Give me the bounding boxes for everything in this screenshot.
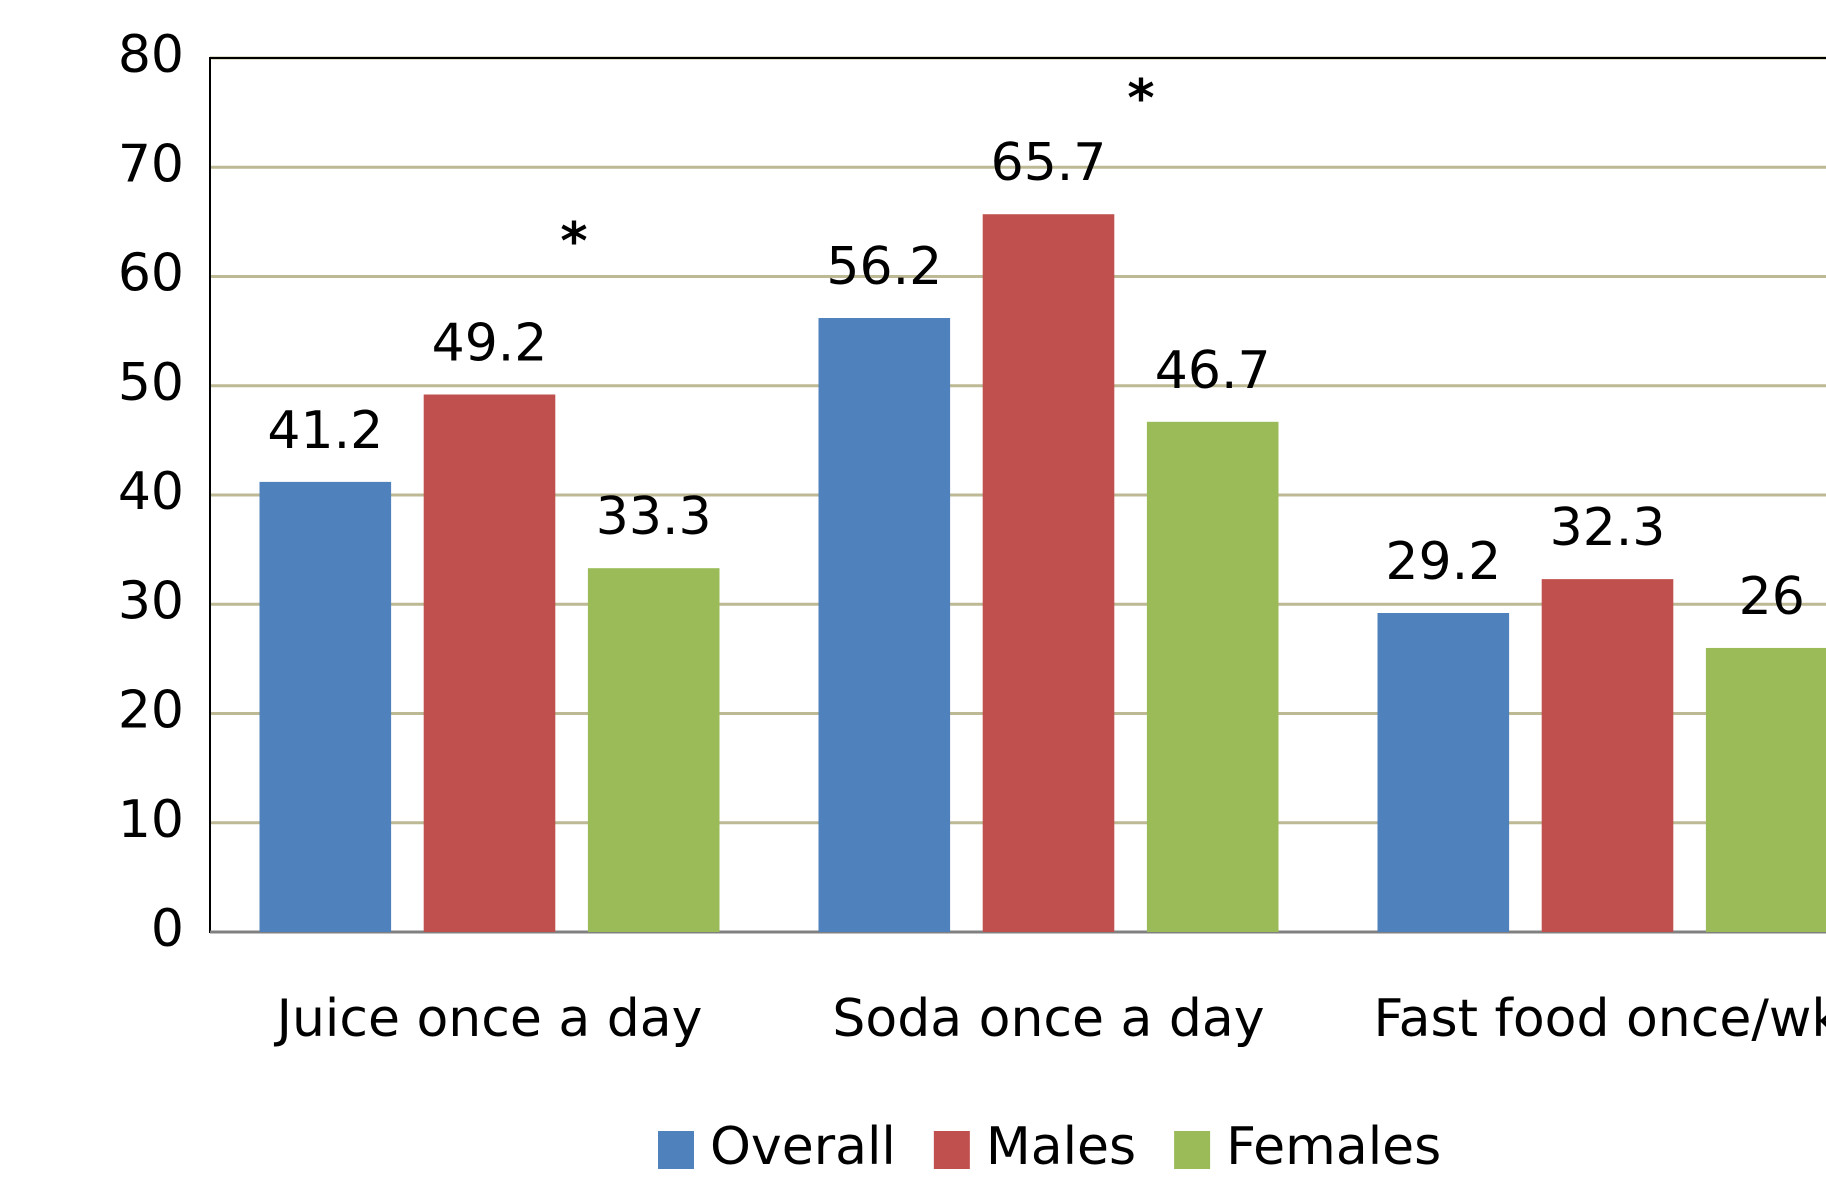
- legend-label: Females: [1226, 1117, 1441, 1177]
- legend-swatch: [933, 1131, 970, 1169]
- annotation: *: [1127, 69, 1154, 129]
- x-tick-label: Soda once a day: [832, 989, 1264, 1049]
- data-label: 33.3: [596, 487, 712, 547]
- y-tick-label: 50: [118, 353, 184, 413]
- bar: [259, 481, 392, 932]
- y-tick-label: 0: [151, 899, 184, 959]
- data-label: 49.2: [432, 313, 548, 373]
- data-label: 32.3: [1550, 498, 1666, 558]
- x-tick-label: Fast food once/wk: [1374, 989, 1826, 1049]
- data-label: 65.7: [991, 133, 1107, 193]
- y-tick-label: 40: [118, 462, 184, 522]
- bar: [587, 568, 720, 932]
- y-tick-label: 20: [118, 681, 184, 741]
- legend-label: Males: [986, 1117, 1136, 1177]
- legend-swatch: [1174, 1131, 1211, 1169]
- legend-swatch: [658, 1131, 694, 1169]
- bar: [1541, 579, 1674, 932]
- bar: [982, 214, 1115, 933]
- y-tick-label: 70: [118, 134, 184, 194]
- y-tick-label: 10: [118, 790, 184, 850]
- legend-label: Overall: [710, 1117, 896, 1177]
- y-tick-label: 60: [118, 244, 184, 304]
- data-label: 46.7: [1155, 341, 1271, 401]
- data-label: 56.2: [826, 237, 942, 297]
- data-label: 41.2: [267, 401, 383, 461]
- bar: [818, 318, 951, 932]
- y-tick-label: 30: [118, 571, 184, 631]
- bar: [1146, 421, 1279, 932]
- x-tick-label: Juice once a day: [274, 989, 703, 1049]
- data-label: 29.2: [1385, 532, 1501, 592]
- bar: [1377, 612, 1510, 932]
- bar: [423, 394, 556, 932]
- annotation: *: [560, 212, 587, 272]
- y-tick-label: 80: [118, 25, 184, 85]
- data-label: 26: [1739, 567, 1805, 627]
- bar: [1705, 647, 1826, 932]
